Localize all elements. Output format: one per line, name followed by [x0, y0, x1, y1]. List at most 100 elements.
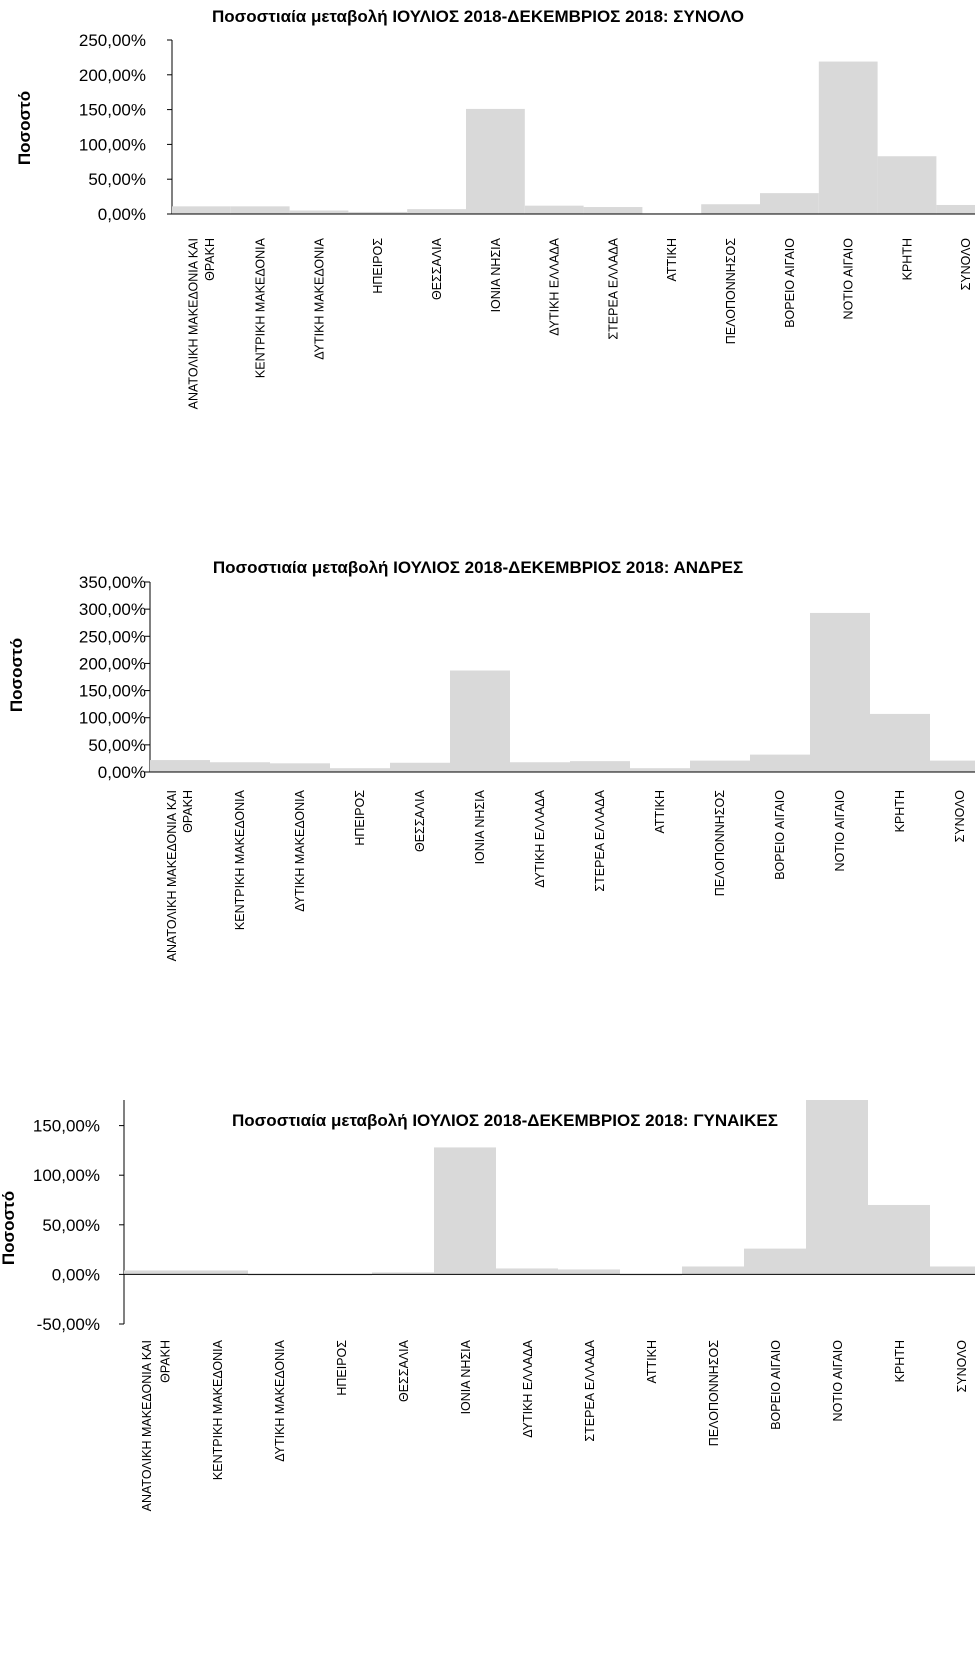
x-tick-label: ΣΥΝΟΛΟ — [953, 790, 967, 843]
y-tick-label: 50,00% — [42, 1216, 100, 1235]
y-tick-label: 250,00% — [79, 31, 146, 50]
x-tick-label: ΙΟΝΙΑ ΝΗΣΙΑ — [489, 237, 503, 312]
bar — [690, 760, 750, 772]
x-tick-label: ΒΟΡΕΙΟ ΑΙΓΑΙΟ — [783, 238, 797, 328]
x-tick-label: ΣΤΕΡΕΑ ΕΛΛΑΔΑ — [583, 1339, 597, 1441]
x-tick-label: ΗΠΕΙΡΟΣ — [353, 790, 367, 846]
x-tick-label: ΚΡΗΤΗ — [893, 790, 907, 832]
chart-men: Ποσοστιαία μεταβολή ΙΟΥΛΙΟΣ 2018-ΔΕΚΕΜΒΡ… — [7, 560, 975, 961]
chart-women: Ποσοστιαία μεταβολή ΙΟΥΛΙΟΣ 2018-ΔΕΚΕΜΒΡ… — [0, 1100, 975, 1511]
chart-title: Ποσοστιαία μεταβολή ΙΟΥΛΙΟΣ 2018-ΔΕΚΕΜΒΡ… — [232, 1111, 778, 1130]
bar — [124, 1270, 186, 1275]
bar — [407, 209, 466, 214]
bar — [270, 763, 330, 772]
y-tick-label: 150,00% — [79, 682, 146, 701]
bar — [348, 211, 408, 214]
bar — [172, 206, 231, 214]
bar — [868, 1204, 930, 1275]
bar — [870, 713, 930, 772]
x-tick-label: ΠΕΛΟΠΟΝΝΗΣΟΣ — [713, 790, 727, 896]
x-tick-label: ΝΟΤΙΟ ΑΙΓΑΙΟ — [833, 790, 847, 872]
bar — [744, 1248, 806, 1275]
x-tick-label: ΘΕΣΣΑΛΙΑ — [397, 1339, 411, 1402]
chart-title: Ποσοστιαία μεταβολή ΙΟΥΛΙΟΣ 2018-ΔΕΚΕΜΒΡ… — [212, 7, 744, 26]
chart-title: Ποσοστιαία μεταβολή ΙΟΥΛΙΟΣ 2018-ΔΕΚΕΜΒΡ… — [213, 560, 743, 577]
y-tick-label: 200,00% — [79, 654, 146, 673]
x-tick-label: ΣΥΝΟΛΟ — [959, 238, 973, 291]
x-tick-label: ΚΕΝΤΡΙΚΗ ΜΑΚΕΔΟΝΙΑ — [254, 237, 268, 378]
x-tick-label: ΘΕΣΣΑΛΙΑ — [413, 789, 427, 852]
x-tick-label: ΗΠΕΙΡΟΣ — [371, 238, 385, 294]
y-tick-label: 150,00% — [33, 1117, 100, 1136]
y-axis-label: Ποσοστό — [15, 91, 34, 165]
bar — [150, 760, 210, 772]
x-tick-label: ΑΝΑΤΟΛΙΚΗ ΜΑΚΕΔΟΝΙΑ ΚΑΙ — [140, 1340, 154, 1511]
bar — [450, 670, 510, 772]
bar — [570, 761, 630, 772]
x-tick-label: ΔΥΤΙΚΗ ΜΑΚΕΔΟΝΙΑ — [312, 237, 326, 359]
x-tick-label: ΝΟΤΙΟ ΑΙΓΑΙΟ — [831, 1340, 845, 1422]
bar — [630, 768, 690, 772]
bar — [877, 156, 937, 214]
x-tick-label: ΔΥΤΙΚΗ ΜΑΚΕΔΟΝΙΑ — [293, 789, 307, 911]
y-tick-label: 350,00% — [79, 573, 146, 592]
x-tick-label: ΚΡΗΤΗ — [900, 238, 914, 280]
x-tick-label: ΣΥΝΟΛΟ — [955, 1340, 969, 1393]
bar — [760, 193, 819, 214]
bar — [930, 760, 975, 772]
x-tick-label: ΠΕΛΟΠΟΝΝΗΣΟΣ — [707, 1340, 721, 1446]
bar — [372, 1272, 434, 1275]
x-tick-label: ΔΥΤΙΚΗ ΕΛΛΑΔΑ — [521, 1339, 535, 1437]
bar — [930, 1266, 975, 1275]
y-tick-label: 50,00% — [88, 170, 146, 189]
y-tick-label: -50,00% — [37, 1315, 100, 1334]
bar — [248, 1274, 310, 1276]
bar — [230, 206, 290, 214]
bar — [701, 204, 760, 214]
x-tick-label: ΑΤΤΙΚΗ — [645, 1340, 659, 1384]
x-tick-label: ΑΝΑΤΟΛΙΚΗ ΜΑΚΕΔΟΝΙΑ ΚΑΙ — [187, 238, 201, 409]
x-tick-label: ΔΥΤΙΚΗ ΜΑΚΕΔΟΝΙΑ — [273, 1339, 287, 1461]
bar — [936, 204, 975, 214]
bar — [810, 612, 870, 772]
bar — [310, 1274, 372, 1276]
y-tick-label: 200,00% — [79, 66, 146, 85]
bar — [390, 762, 450, 772]
x-tick-label: ΙΟΝΙΑ ΝΗΣΙΑ — [459, 1339, 473, 1414]
x-tick-label: ΚΕΝΤΡΙΚΗ ΜΑΚΕΔΟΝΙΑ — [233, 789, 247, 930]
x-tick-label: ΣΤΕΡΕΑ ΕΛΛΑΔΑ — [606, 237, 620, 339]
bar — [496, 1268, 558, 1275]
bar — [818, 61, 878, 214]
x-tick-label: ΣΤΕΡΕΑ ΕΛΛΑΔΑ — [593, 789, 607, 891]
bar — [289, 210, 349, 214]
bar — [524, 205, 584, 214]
x-tick-label: ΔΥΤΙΚΗ ΕΛΛΑΔΑ — [533, 789, 547, 887]
bar — [806, 1100, 868, 1275]
y-tick-label: 100,00% — [79, 135, 146, 154]
y-tick-label: 100,00% — [79, 709, 146, 728]
y-tick-label: 150,00% — [79, 101, 146, 120]
x-tick-label: ΝΟΤΙΟ ΑΙΓΑΙΟ — [842, 238, 856, 320]
x-tick-label: ΚΕΝΤΡΙΚΗ ΜΑΚΕΔΟΝΙΑ — [211, 1339, 225, 1480]
y-tick-label: 300,00% — [79, 600, 146, 619]
x-tick-label: ΙΟΝΙΑ ΝΗΣΙΑ — [473, 789, 487, 864]
x-tick-label: ΘΡΑΚΗ — [203, 238, 217, 281]
bar — [210, 762, 270, 772]
y-axis-label: Ποσοστό — [7, 638, 26, 712]
y-tick-label: 50,00% — [88, 736, 146, 755]
bar — [558, 1269, 620, 1275]
bar — [186, 1270, 248, 1275]
x-tick-label: ΒΟΡΕΙΟ ΑΙΓΑΙΟ — [773, 790, 787, 880]
x-tick-label: ΘΡΑΚΗ — [181, 790, 195, 833]
x-tick-label: ΔΥΤΙΚΗ ΕΛΛΑΔΑ — [548, 237, 562, 335]
chart-total: Ποσοστιαία μεταβολή ΙΟΥΛΙΟΣ 2018-ΔΕΚΕΜΒΡ… — [15, 7, 975, 409]
x-tick-label: ΒΟΡΕΙΟ ΑΙΓΑΙΟ — [769, 1340, 783, 1430]
x-tick-label: ΑΝΑΤΟΛΙΚΗ ΜΑΚΕΔΟΝΙΑ ΚΑΙ — [165, 790, 179, 961]
x-tick-label: ΘΕΣΣΑΛΙΑ — [430, 237, 444, 300]
x-tick-label: ΑΤΤΙΚΗ — [653, 790, 667, 834]
y-axis-label: Ποσοστό — [0, 1191, 18, 1265]
x-tick-label: ΚΡΗΤΗ — [893, 1340, 907, 1382]
bar — [466, 108, 525, 214]
bar — [750, 754, 810, 772]
bar — [510, 762, 570, 772]
